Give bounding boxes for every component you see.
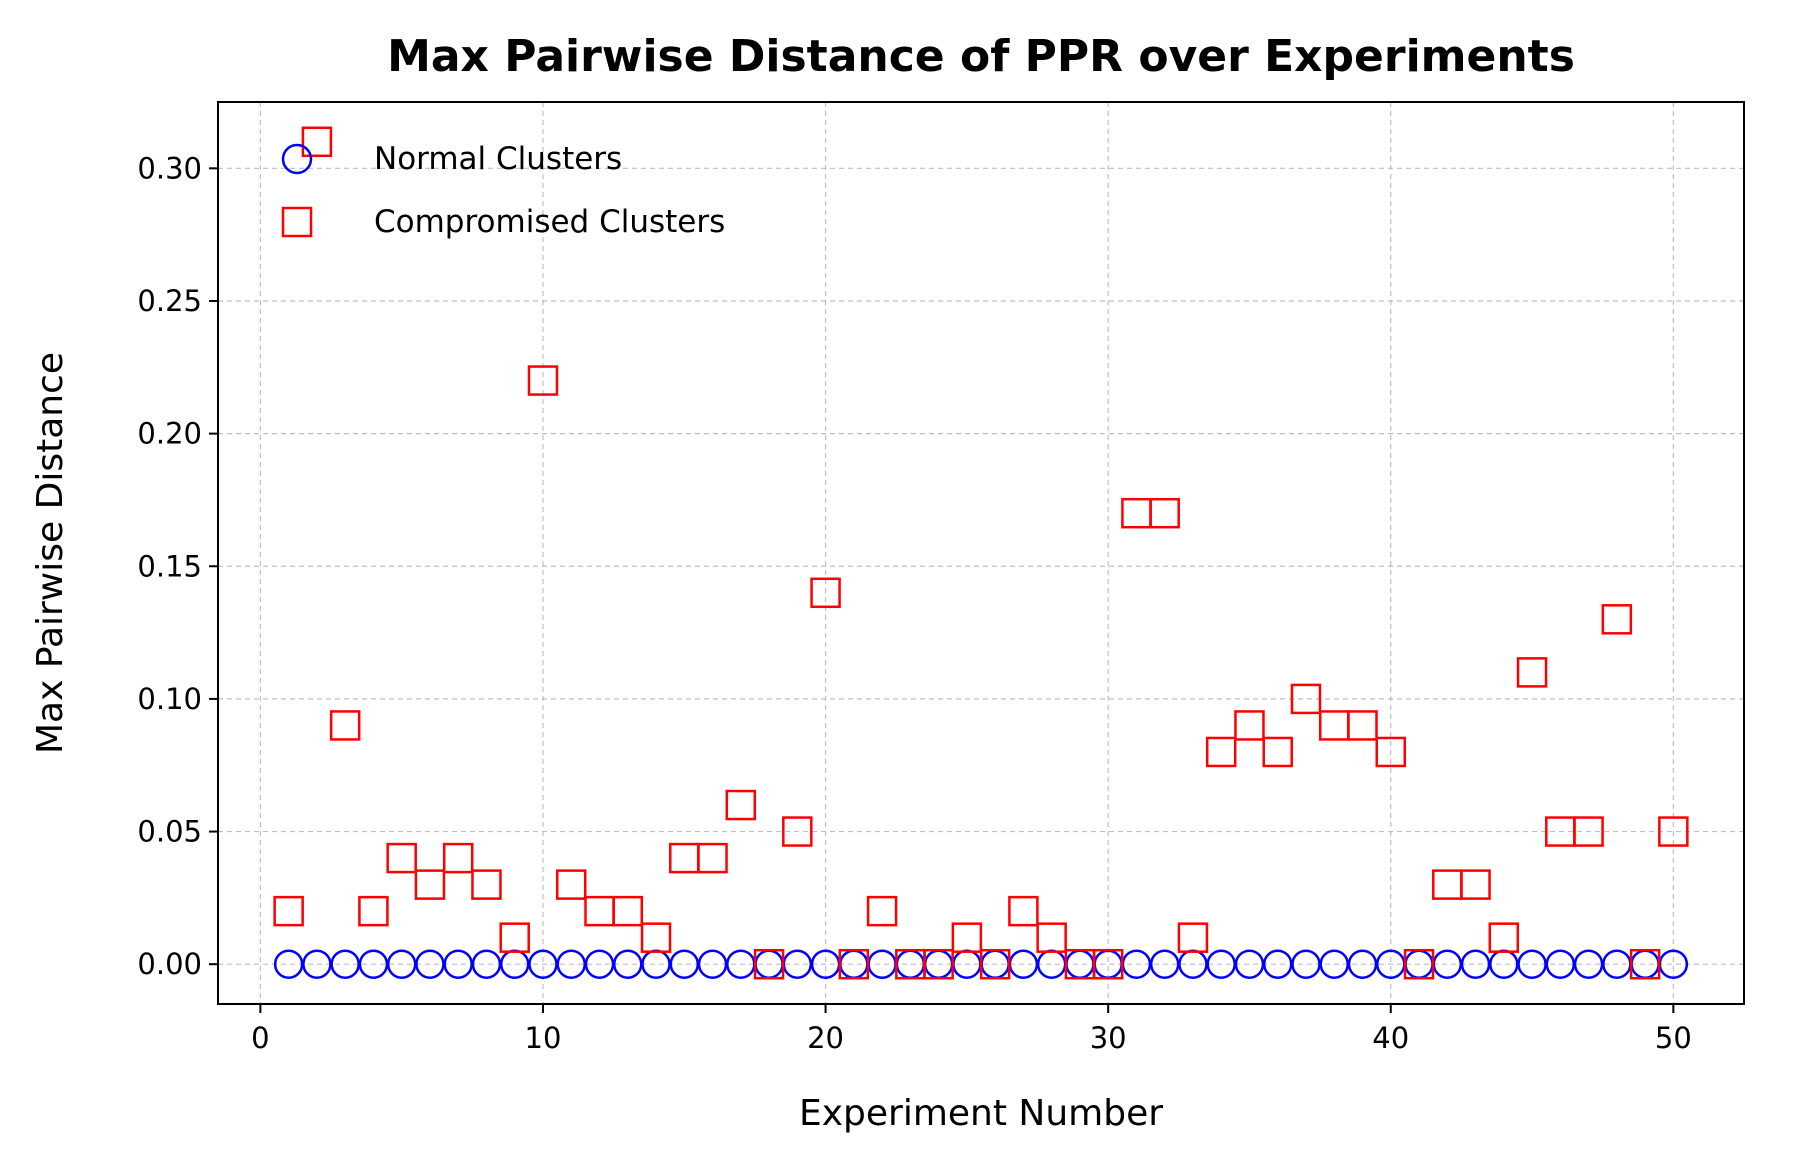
compromised-cluster-point — [979, 948, 1011, 980]
normal-cluster-point — [584, 949, 615, 979]
compromised-cluster-point — [1601, 604, 1633, 635]
normal-cluster-point — [386, 949, 417, 979]
compromised-cluster-point — [1658, 816, 1689, 847]
normal-cluster-point — [273, 949, 304, 979]
x-tick-label: 0 — [251, 1021, 269, 1055]
normal-cluster-point — [528, 949, 558, 979]
x-axis-ticks: 0 10 20 30 40 50 — [251, 1004, 1692, 1055]
compromised-cluster-point — [838, 948, 870, 980]
legend-item-compromised-clusters: Compromised Clusters — [281, 204, 725, 240]
normal-cluster-point — [1262, 949, 1293, 979]
compromised-cluster-point — [527, 365, 559, 396]
data-markers — [273, 126, 1689, 980]
y-axis-label: Max Pairwise Distance — [30, 352, 71, 754]
y-tick-label: 0.15 — [137, 549, 202, 583]
compromised-cluster-point — [301, 126, 333, 158]
compromised-cluster-point — [1488, 922, 1520, 953]
compromised-cluster-point — [1290, 683, 1322, 715]
compromised-cluster-point — [273, 895, 304, 927]
legend-label-compromised-clusters: Compromised Clusters — [374, 204, 725, 240]
compromised-cluster-point — [923, 948, 954, 980]
compromised-cluster-point — [810, 577, 841, 609]
compromised-cluster-point — [499, 922, 530, 953]
normal-cluster-point — [471, 949, 502, 979]
compromised-cluster-point — [1262, 736, 1293, 768]
compromised-cluster-point — [442, 842, 474, 874]
y-tick-label: 0.10 — [137, 682, 202, 716]
compromised-cluster-point — [1234, 710, 1265, 741]
normal-cluster-point — [415, 949, 445, 979]
y-tick-label: 0.05 — [137, 815, 202, 849]
normal-cluster-point — [330, 949, 360, 979]
normal-cluster-point — [669, 949, 700, 979]
legend: Normal Clusters Compromised Clusters — [281, 141, 725, 240]
y-tick-label: 0.25 — [137, 284, 202, 318]
normal-cluster-point — [1347, 949, 1378, 979]
compromised-cluster-point — [640, 922, 672, 953]
normal-cluster-point — [1291, 949, 1321, 979]
y-tick-label: 0.20 — [137, 417, 202, 451]
x-tick-label: 20 — [807, 1021, 844, 1055]
compromised-cluster-point — [386, 842, 417, 874]
normal-cluster-point — [443, 949, 473, 979]
compromised-cluster-point — [1347, 710, 1378, 741]
normal-cluster-point — [697, 949, 728, 979]
compromised-cluster-point — [358, 895, 389, 927]
x-tick-label: 10 — [525, 1021, 562, 1055]
compromised-cluster-point — [697, 842, 728, 874]
compromised-cluster-point — [1460, 869, 1491, 900]
x-tick-label: 30 — [1090, 1021, 1127, 1055]
compromised-cluster-point — [866, 895, 898, 927]
normal-cluster-point — [556, 949, 586, 979]
normal-cluster-point — [302, 949, 332, 979]
x-axis-label: Experiment Number — [799, 1093, 1163, 1134]
normal-cluster-point — [1573, 949, 1604, 979]
legend-item-normal-clusters: Normal Clusters — [281, 141, 622, 177]
y-tick-label: 0.00 — [137, 947, 202, 981]
normal-cluster-point — [613, 949, 643, 979]
normal-cluster-point — [1545, 949, 1576, 979]
normal-cluster-point — [1234, 949, 1265, 979]
normal-cluster-point — [1319, 949, 1349, 979]
compromised-cluster-point — [1573, 816, 1604, 847]
compromised-cluster-point — [782, 816, 813, 847]
normal-cluster-point — [1206, 949, 1236, 979]
chart-title: Max Pairwise Distance of PPR over Experi… — [387, 31, 1575, 82]
y-axis-ticks: 0.00 0.05 0.10 0.15 0.20 0.25 0.30 — [137, 151, 218, 981]
compromised-cluster-point — [329, 710, 361, 741]
compromised-cluster-point — [1092, 948, 1124, 980]
compromised-cluster-point — [951, 922, 983, 953]
normal-cluster-point — [1517, 949, 1547, 979]
compromised-cluster-point — [1629, 948, 1661, 980]
compromised-cluster-point — [1516, 657, 1548, 688]
compromised-cluster-point — [1403, 948, 1435, 980]
x-tick-label: 50 — [1655, 1021, 1692, 1055]
compromised-cluster-point — [1205, 736, 1237, 768]
compromised-cluster-point — [1177, 922, 1209, 953]
legend-marker-square-icon — [281, 206, 313, 238]
compromised-cluster-point — [471, 869, 502, 900]
plot-area-frame — [217, 101, 1745, 1005]
compromised-cluster-point — [414, 869, 446, 900]
normal-cluster-point — [1149, 949, 1180, 979]
normal-cluster-point — [358, 949, 389, 979]
compromised-cluster-point — [753, 948, 785, 980]
compromised-cluster-point — [1008, 895, 1039, 927]
y-tick-label: 0.30 — [137, 151, 202, 185]
compromised-cluster-point — [725, 789, 757, 821]
compromised-cluster-point — [1375, 736, 1407, 768]
series-compromised-clusters — [273, 126, 1689, 980]
legend-label-normal-clusters: Normal Clusters — [374, 141, 622, 177]
legend-marker-circle-icon — [281, 143, 313, 175]
compromised-cluster-point — [612, 895, 644, 927]
x-tick-label: 40 — [1372, 1021, 1409, 1055]
compromised-cluster-point — [1036, 922, 1067, 953]
compromised-cluster-point — [555, 869, 587, 900]
normal-cluster-point — [1460, 949, 1491, 979]
compromised-cluster-point — [1149, 497, 1180, 529]
